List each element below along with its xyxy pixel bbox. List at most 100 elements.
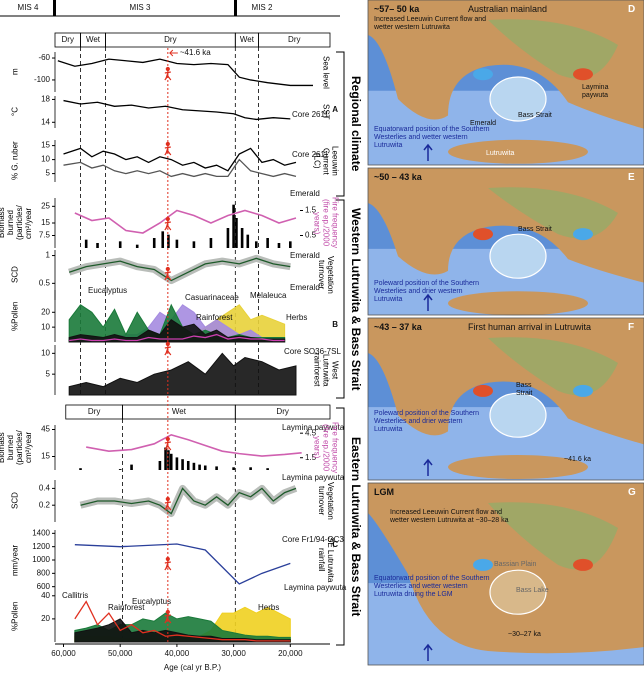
map-label: ~41.6 ka bbox=[564, 456, 592, 463]
mis-divider bbox=[53, 0, 56, 16]
map-period: ~50 – 43 ka bbox=[374, 172, 422, 182]
wind-arrow bbox=[423, 293, 433, 311]
phase-label: Wet bbox=[240, 35, 255, 44]
y-tick-label: 1200 bbox=[32, 542, 50, 551]
mis-label: MIS 4 bbox=[18, 3, 39, 12]
map-frame bbox=[367, 482, 644, 666]
y-tick-label: 0.5 bbox=[39, 278, 51, 287]
annotation: Emerald bbox=[290, 251, 320, 260]
panel-label: Vegetation turnover bbox=[317, 482, 335, 520]
y-tick-label: 14 bbox=[41, 117, 50, 126]
line bbox=[57, 58, 313, 87]
y-tick-label: 15 bbox=[41, 141, 50, 150]
human-icon bbox=[164, 216, 172, 231]
human-icon bbox=[164, 66, 172, 81]
bar bbox=[192, 241, 196, 248]
tasmania bbox=[448, 139, 588, 164]
map-letter: G bbox=[628, 487, 636, 498]
group-label: Western Lutruwita & Bass Strait bbox=[349, 207, 363, 391]
y2-tick-label: 0.5 bbox=[305, 231, 317, 240]
y-tick-label: 25 bbox=[41, 201, 50, 210]
annotation: Casuarinaceae bbox=[185, 293, 239, 302]
y-tick-label: 20 bbox=[41, 307, 50, 316]
cloud bbox=[473, 68, 493, 81]
annotation: Laymina paywuta bbox=[282, 473, 345, 482]
bar bbox=[169, 453, 173, 470]
bar bbox=[192, 462, 196, 470]
arrival-arrow bbox=[169, 49, 178, 57]
bar bbox=[266, 238, 269, 248]
phase-label: Dry bbox=[88, 407, 100, 416]
bar bbox=[246, 234, 250, 248]
map-label: Bassian Plain bbox=[494, 561, 537, 568]
bar bbox=[198, 464, 201, 470]
map-label: Equatorward position of the Southern Wes… bbox=[374, 126, 490, 149]
annotation: Eucalyptus bbox=[132, 597, 171, 606]
map-label: Poleward position of the Southern Wester… bbox=[374, 410, 480, 433]
panel-label: Leeuwin Current (LC) bbox=[312, 146, 340, 176]
cloud bbox=[573, 68, 593, 81]
map-frame bbox=[367, 0, 644, 166]
human-icon bbox=[164, 266, 172, 281]
line bbox=[69, 333, 285, 342]
annotation: Rainforest bbox=[108, 603, 145, 612]
bar bbox=[158, 461, 162, 470]
bar bbox=[203, 465, 207, 470]
y-tick-label: 45 bbox=[41, 425, 50, 434]
y-tick-label: 10 bbox=[41, 322, 50, 331]
annotation: Herbs bbox=[286, 313, 307, 322]
map-frame bbox=[367, 317, 644, 481]
group-label: Regional climate bbox=[349, 76, 363, 172]
area bbox=[68, 352, 297, 396]
wind-arrow bbox=[423, 643, 433, 661]
phase-label: Dry bbox=[164, 35, 176, 44]
line bbox=[63, 158, 297, 178]
bar bbox=[118, 469, 122, 470]
panel-label: SE Lutruwita rainfall bbox=[317, 537, 335, 583]
human-icon bbox=[164, 496, 172, 511]
annotation: Herbs bbox=[258, 603, 279, 612]
map-label: Laymina paywuta bbox=[582, 84, 609, 99]
annotation: Emerald bbox=[290, 189, 320, 198]
mis-label: MIS 2 bbox=[252, 3, 273, 12]
bar bbox=[277, 243, 281, 248]
y2-tick-label: 1.5 bbox=[305, 206, 317, 215]
map-label: Bass Strait bbox=[518, 112, 552, 119]
annotation: Core Fr1/94-GC3 bbox=[282, 535, 344, 544]
line bbox=[86, 433, 302, 457]
y-tick-label: 15 bbox=[41, 452, 50, 461]
bar bbox=[175, 239, 179, 248]
human-icon bbox=[164, 141, 172, 156]
phase-box bbox=[258, 32, 331, 48]
map-letter: D bbox=[628, 4, 636, 15]
bar bbox=[181, 459, 184, 470]
map-label: Increased Leeuwin Current flow and wette… bbox=[374, 16, 487, 31]
phase-label: Dry bbox=[62, 35, 74, 44]
y-axis-label: °C bbox=[10, 107, 20, 117]
bar bbox=[175, 457, 179, 470]
map-label: Bass Strait bbox=[518, 226, 552, 233]
y2-axis-label: Fire frequency (fire ep./2000 years) bbox=[312, 197, 340, 249]
y-tick-label: 18 bbox=[41, 95, 50, 104]
annotation: Callitris bbox=[62, 591, 88, 600]
y-tick-label: -100 bbox=[34, 75, 51, 84]
line bbox=[74, 543, 291, 585]
y-tick-label: 800 bbox=[37, 568, 51, 577]
line bbox=[80, 487, 297, 515]
y-tick-label: 20 bbox=[41, 614, 50, 623]
bass-strait bbox=[489, 569, 547, 615]
y-tick-label: 10 bbox=[41, 155, 50, 164]
annotation: Rainforest bbox=[196, 313, 233, 322]
panel-letter: B bbox=[332, 320, 338, 329]
y-axis-label: %Pollen bbox=[10, 601, 20, 631]
wind-arrow bbox=[423, 143, 433, 161]
y-tick-label: 15 bbox=[41, 218, 50, 227]
map-letter: F bbox=[628, 322, 635, 333]
map-title: Australian mainland bbox=[468, 4, 548, 14]
x-axis-label: Age (cal yr B.P.) bbox=[164, 663, 222, 672]
annotation: Emerald bbox=[290, 283, 320, 292]
line-band bbox=[68, 254, 291, 285]
group-label: Eastern Lutruwita & Bass Strait bbox=[349, 436, 363, 617]
map-label: ~30–27 ka bbox=[508, 631, 541, 638]
